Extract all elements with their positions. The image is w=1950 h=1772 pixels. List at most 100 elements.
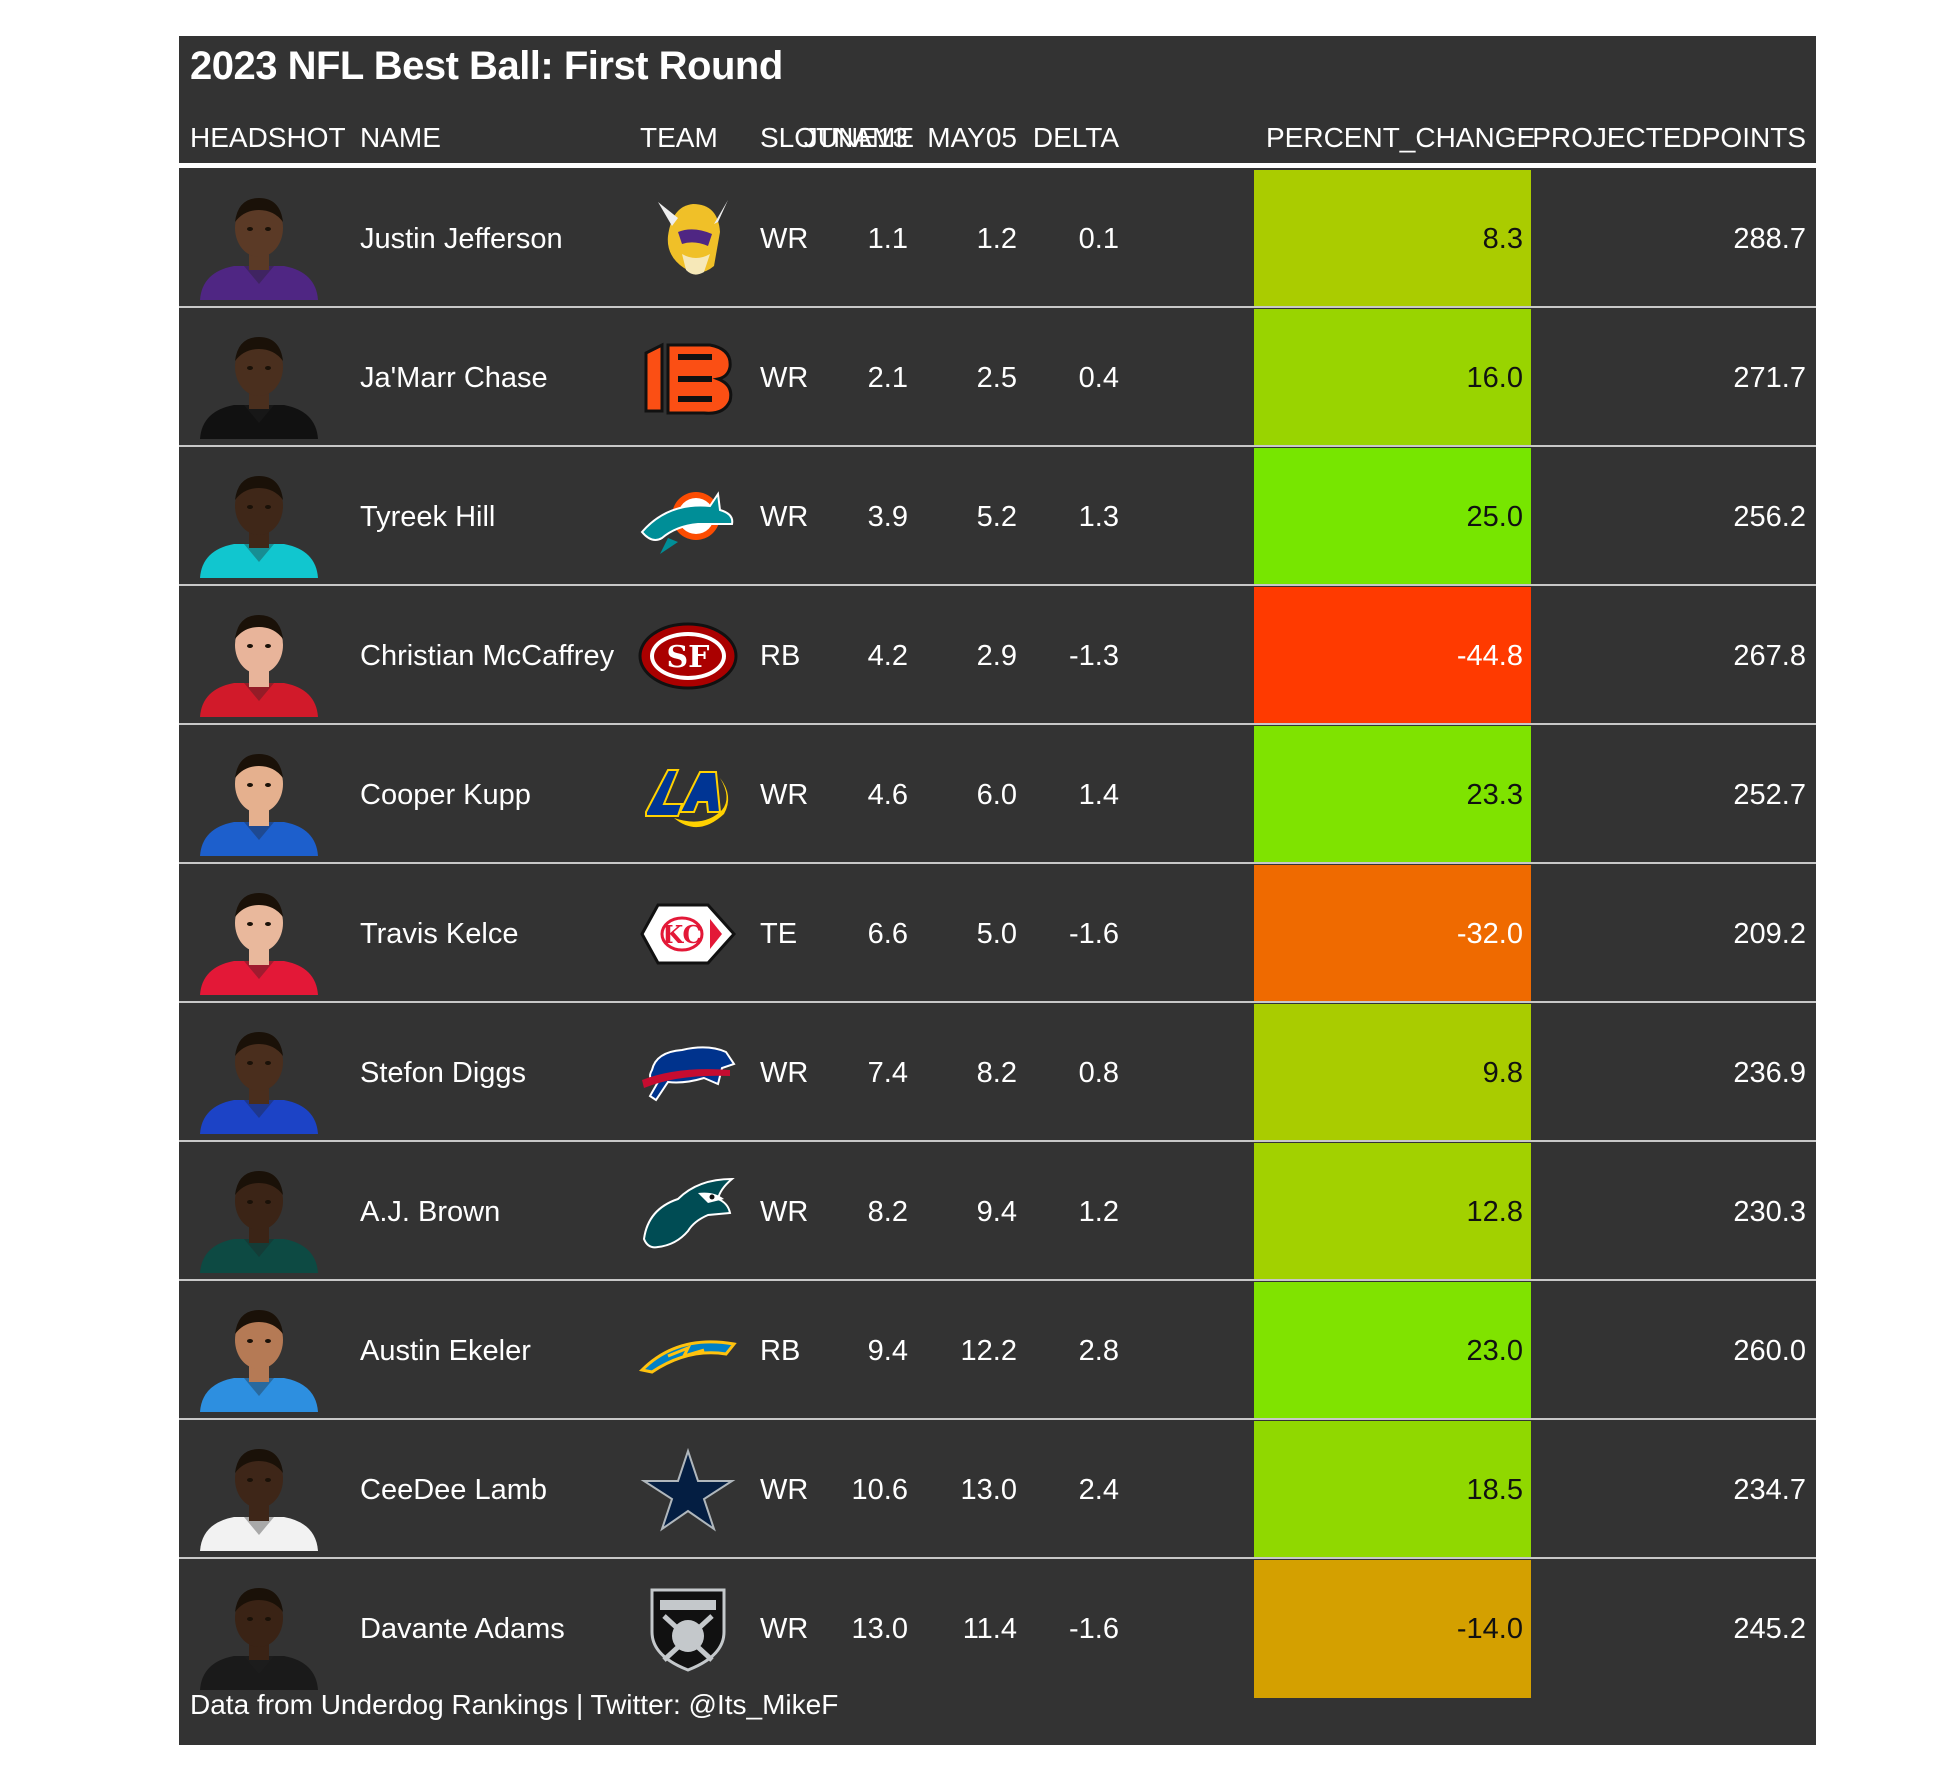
may05-value: 9.4 [976, 1196, 1017, 1228]
june13-value: 8.2 [867, 1196, 908, 1228]
delta-value: 1.2 [1078, 1196, 1119, 1228]
percent-change-fill [1254, 448, 1531, 586]
svg-text:SF: SF [667, 640, 710, 675]
delta-value: -1.6 [1069, 1613, 1119, 1645]
june13-value: 4.2 [867, 640, 908, 672]
rams-logo-icon [638, 752, 738, 838]
player-name: Christian McCaffrey [360, 640, 615, 672]
delta-value: 0.8 [1078, 1057, 1119, 1089]
slot-name: WR [760, 1613, 809, 1645]
chargers-logo-icon [638, 1308, 738, 1394]
player-headshot [194, 744, 324, 856]
delta-value: 0.1 [1078, 223, 1119, 255]
projected-points-value: 230.3 [1733, 1196, 1806, 1228]
percent-change-fill [1254, 1143, 1531, 1281]
table-header: HEADSHOT NAME TEAM SLOTNAME JUNE13 MAY05… [179, 113, 1816, 163]
percent-change-value: 18.5 [1466, 1474, 1523, 1506]
player-name: Davante Adams [360, 1613, 565, 1645]
row-divider [179, 1140, 1816, 1142]
raiders-logo-icon [638, 1586, 738, 1672]
col-header-team: TEAM [640, 122, 718, 153]
may05-value: 1.2 [976, 223, 1017, 255]
may05-value: 2.5 [976, 362, 1017, 394]
player-name: Justin Jefferson [360, 223, 563, 255]
projected-points-value: 260.0 [1733, 1335, 1806, 1367]
vikings-logo-icon [638, 196, 738, 282]
row-divider [179, 1279, 1816, 1281]
percent-change-fill [1254, 1004, 1531, 1142]
col-header-may05: MAY05 [927, 122, 1017, 153]
june13-value: 2.1 [867, 362, 908, 394]
row-divider [179, 584, 1816, 586]
percent-change-value: 25.0 [1466, 501, 1523, 533]
table-row: Travis Kelce KC TE 6.6 5.0 -1.6 -32.0 209.2 [179, 865, 1816, 1003]
delta-value: 2.8 [1078, 1335, 1119, 1367]
projected-points-value: 256.2 [1733, 501, 1806, 533]
slot-name: RB [760, 640, 801, 672]
june13-value: 3.9 [867, 501, 908, 533]
col-header-name: NAME [360, 122, 441, 153]
projected-points-value: 252.7 [1733, 779, 1806, 811]
projected-points-value: 271.7 [1733, 362, 1806, 394]
player-headshot [194, 1022, 324, 1134]
percent-change-fill [1254, 1282, 1531, 1420]
projected-points-value: 236.9 [1733, 1057, 1806, 1089]
may05-value: 6.0 [976, 779, 1017, 811]
slot-name: RB [760, 1335, 801, 1367]
percent-change-value: -44.8 [1456, 640, 1523, 672]
player-headshot [194, 1161, 324, 1273]
percent-change-fill [1254, 1560, 1531, 1698]
june13-value: 10.6 [851, 1474, 908, 1506]
may05-value: 5.0 [976, 918, 1017, 950]
player-name: Ja'Marr Chase [360, 362, 548, 394]
percent-change-fill [1254, 587, 1531, 725]
table-card: 2023 NFL Best Ball: First Round HEADSHOT… [179, 36, 1816, 1745]
percent-change-value: 8.3 [1482, 223, 1523, 255]
player-name: CeeDee Lamb [360, 1474, 547, 1506]
table-row: Stefon Diggs WR 7.4 8.2 0.8 9.8 236.9 [179, 1004, 1816, 1142]
delta-value: 2.4 [1078, 1474, 1119, 1506]
june13-value: 4.6 [867, 779, 908, 811]
player-headshot [194, 883, 324, 995]
col-header-slotname: SLOTNAME [760, 122, 915, 153]
may05-value: 2.9 [976, 640, 1017, 672]
row-divider [179, 306, 1816, 308]
player-headshot [194, 1439, 324, 1551]
may05-value: 11.4 [962, 1613, 1017, 1645]
chiefs-logo-icon: KC [638, 891, 738, 977]
col-header-delta: DELTA [1032, 122, 1119, 153]
percent-change-value: 23.3 [1466, 779, 1523, 811]
percent-change-fill [1254, 309, 1531, 447]
slot-name: TE [760, 918, 798, 950]
cowboys-logo-icon [638, 1447, 738, 1533]
delta-value: 1.4 [1078, 779, 1119, 811]
delta-value: 1.3 [1078, 501, 1119, 533]
may05-value: 8.2 [976, 1057, 1017, 1089]
projected-points-value: 288.7 [1733, 223, 1806, 255]
percent-change-value: -32.0 [1456, 918, 1523, 950]
row-divider [179, 1557, 1816, 1559]
col-header-headshot: HEADSHOT [190, 122, 346, 153]
delta-value: -1.3 [1069, 640, 1119, 672]
table-row: Justin Jefferson WR 1.1 1.2 0.1 8.3 288.7 [179, 170, 1816, 308]
projected-points-value: 267.8 [1733, 640, 1806, 672]
table-row: Cooper Kupp WR 4.6 6.0 1.4 23.3 252.7 [179, 726, 1816, 864]
table-row: Davante Adams WR 13.0 11.4 -1.6 -14.0 245.2 [179, 1560, 1816, 1698]
row-divider [179, 1001, 1816, 1003]
player-name: Austin Ekeler [360, 1335, 531, 1367]
percent-change-fill [1254, 865, 1531, 1003]
delta-value: 0.4 [1078, 362, 1119, 394]
bengals-logo-icon [638, 335, 738, 421]
june13-value: 7.4 [867, 1057, 908, 1089]
percent-change-value: -14.0 [1456, 1613, 1523, 1645]
bills-logo-icon [638, 1030, 738, 1116]
eagles-logo-icon [638, 1169, 738, 1255]
player-name: Stefon Diggs [360, 1057, 527, 1089]
percent-change-fill [1254, 170, 1531, 308]
player-name: Cooper Kupp [360, 779, 531, 811]
percent-change-value: 12.8 [1466, 1196, 1523, 1228]
table-row: Ja'Marr Chase WR 2.1 2.5 0.4 16.0 271.7 [179, 309, 1816, 447]
player-headshot [194, 188, 324, 300]
table-row: Austin Ekeler RB 9.4 12.2 2.8 23.0 260.0 [179, 1282, 1816, 1420]
player-name: Travis Kelce [360, 918, 519, 950]
